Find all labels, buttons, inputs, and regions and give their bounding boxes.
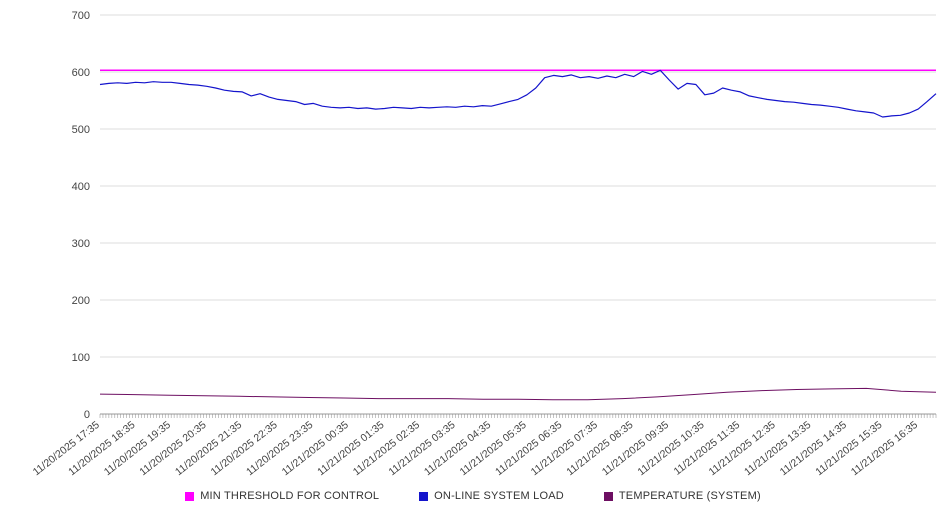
y-tick-label: 200 bbox=[72, 295, 90, 307]
series-system-load bbox=[99, 69, 937, 118]
legend-item-temperature: TEMPERATURE (SYSTEM) bbox=[603, 490, 761, 502]
legend-swatch-system-load bbox=[419, 491, 429, 501]
y-tick-label: 600 bbox=[72, 67, 90, 79]
y-tick-label: 300 bbox=[72, 238, 90, 250]
chart-legend: MIN THRESHOLD FOR CONTROL ON-LINE SYSTEM… bbox=[0, 490, 946, 502]
legend-swatch-min-threshold bbox=[185, 491, 195, 501]
series-temperature bbox=[99, 387, 937, 401]
y-gridlines bbox=[100, 14, 936, 415]
y-axis-labels: 0 100 200 300 400 500 600 700 bbox=[72, 10, 90, 421]
y-tick-label: 400 bbox=[72, 181, 90, 193]
legend-label-min-threshold: MIN THRESHOLD FOR CONTROL bbox=[200, 490, 380, 502]
line-chart: 0 100 200 300 400 500 600 700 11/20/2025 17:3511… bbox=[31, 10, 937, 478]
legend-item-min-threshold: MIN THRESHOLD FOR CONTROL bbox=[185, 490, 379, 502]
x-tick-label: 11/21/2025 16:35 bbox=[849, 419, 920, 478]
y-tick-label: 0 bbox=[84, 409, 90, 421]
y-tick-label: 500 bbox=[72, 124, 90, 136]
legend-label-system-load: ON-LINE SYSTEM LOAD bbox=[434, 490, 564, 502]
chart-container: 0 100 200 300 400 500 600 700 11/20/2025 17:35 11… bbox=[0, 10, 946, 502]
y-tick-label: 700 bbox=[72, 10, 90, 22]
legend-swatch-temperature bbox=[603, 491, 613, 501]
legend-label-temperature: TEMPERATURE (SYSTEM) bbox=[618, 490, 761, 502]
x-axis-ticks bbox=[99, 414, 937, 418]
legend-item-system-load: ON-LINE SYSTEM LOAD bbox=[419, 490, 564, 502]
y-tick-label: 100 bbox=[72, 352, 90, 364]
